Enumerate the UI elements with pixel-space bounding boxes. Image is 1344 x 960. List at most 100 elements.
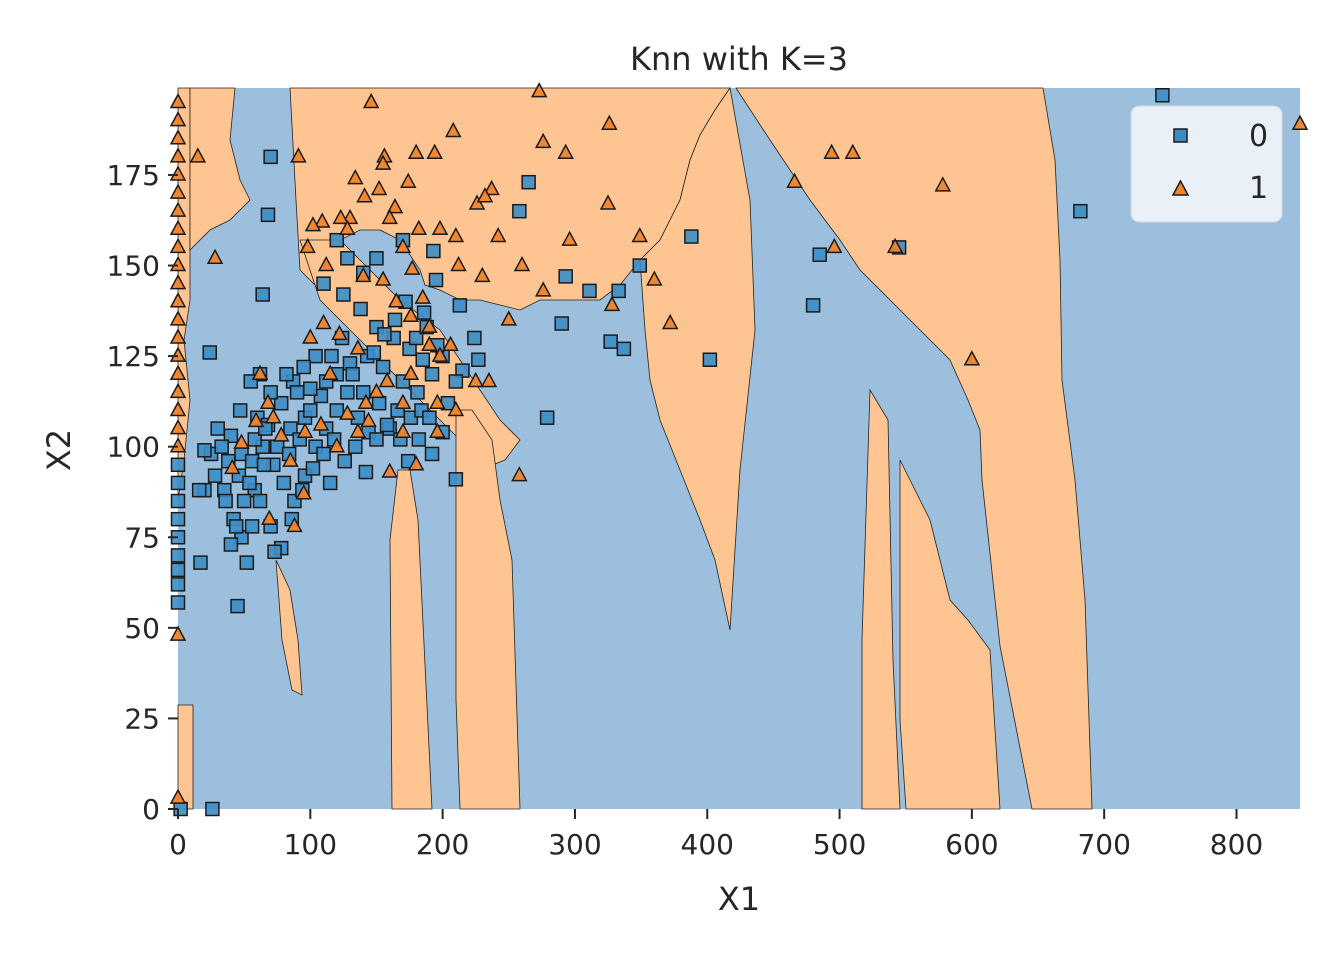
class-1-point [169, 788, 187, 804]
class-0-point [424, 446, 440, 462]
class-1-point [378, 371, 396, 388]
class-0-point [170, 548, 186, 563]
legend-triangle-marker [1171, 179, 1190, 196]
class-1-point [169, 255, 187, 272]
class-1-point [599, 194, 617, 210]
class-1-point [410, 219, 428, 236]
class-0-point [521, 174, 536, 190]
legend-label-1: 1 [1249, 171, 1268, 206]
class-0-point [308, 348, 323, 364]
class-1-point [349, 339, 367, 355]
class-0-point [218, 493, 233, 509]
class-1-point [601, 114, 618, 130]
y-tick-label: 25 [124, 702, 160, 735]
class-1-point [388, 292, 405, 308]
class-0-point [232, 403, 248, 418]
class-1-point [823, 143, 840, 159]
class-1-point [272, 426, 290, 442]
class-0-point [387, 312, 403, 328]
class-1-point [431, 346, 449, 362]
class-1-point [332, 208, 349, 225]
x-tick-label: 700 [1077, 828, 1130, 861]
class-1-point [646, 270, 663, 286]
class-1-point [169, 364, 187, 380]
class-0-point [1073, 203, 1088, 219]
class-1-point [247, 411, 265, 428]
class-1-region-spike-b [389, 469, 433, 810]
class-1-point [169, 400, 187, 417]
class-0-point [170, 475, 186, 491]
class-1-point [534, 281, 552, 297]
x-tick-label: 300 [548, 828, 601, 861]
class-0-point [366, 345, 382, 360]
class-0-point [369, 251, 384, 266]
class-1-point [489, 226, 507, 243]
class-1-point [631, 226, 649, 243]
class-0-point [170, 595, 186, 610]
class-0-point [214, 439, 229, 454]
class-0-point [512, 203, 527, 219]
x-tick-label: 800 [1210, 828, 1263, 861]
class-0-point [207, 468, 223, 483]
class-0-point [263, 385, 278, 400]
class-1-point [444, 121, 462, 138]
class-1-point [421, 335, 438, 351]
class-0-point [247, 432, 262, 447]
class-0-point [273, 395, 289, 411]
class-0-point [467, 330, 482, 346]
class-1-point [169, 92, 187, 109]
class-0-point [684, 229, 699, 244]
class-0-point [267, 544, 282, 560]
plot-area [169, 82, 1309, 817]
class-0-point [411, 432, 427, 447]
class-0-point [316, 276, 331, 291]
class-1-point [381, 208, 398, 225]
class-1-region-right-lower-b [899, 459, 1001, 810]
class-1-point [394, 422, 412, 438]
class-0-point [582, 283, 597, 299]
class-1-point [169, 437, 187, 453]
x-tick-label: 500 [813, 828, 866, 861]
class-0-point [223, 537, 239, 552]
class-1-point [421, 317, 438, 333]
class-0-point [805, 298, 821, 313]
class-1-point [169, 625, 187, 641]
class-1-region-spike-c [455, 409, 521, 810]
class-1-point [299, 237, 316, 254]
class-0-point [408, 330, 424, 346]
class-1-region-spike-d [275, 559, 303, 696]
class-1-region-right-spike-a [639, 86, 756, 631]
class-0-point [348, 439, 363, 454]
class-1-point [474, 266, 491, 283]
class-0-point [415, 352, 431, 367]
x-tick-label: 400 [681, 828, 734, 861]
class-1-point [286, 516, 303, 533]
class-0-point [170, 577, 186, 592]
class-0-point [416, 305, 432, 320]
class-0-point [329, 232, 345, 248]
class-0-point [239, 555, 255, 570]
class-1-point [169, 382, 187, 399]
class-0-point [329, 403, 345, 418]
x-tick-label: 600 [945, 828, 998, 861]
class-1-point [312, 415, 330, 431]
class-1-point [331, 324, 348, 341]
class-1-point [511, 466, 528, 482]
class-1-point [407, 455, 425, 471]
class-1-point [442, 335, 459, 351]
class-1-regions [177, 86, 1093, 810]
class-0-point [242, 475, 257, 491]
class-1-point [169, 129, 187, 145]
class-1-point [295, 484, 312, 500]
class-1-point [206, 248, 224, 265]
class-0-point [369, 432, 384, 447]
class-0-point [256, 457, 272, 473]
class-0-point [611, 283, 626, 299]
class-0-point [428, 272, 444, 288]
legend: 0 1 [1130, 105, 1283, 223]
class-1-point [429, 422, 446, 438]
class-0-point [632, 258, 648, 273]
y-tick-label: 175 [107, 159, 160, 192]
y-axis: 0 25 50 75 100 125 150 175 [107, 159, 178, 826]
class-0-point [424, 366, 440, 382]
